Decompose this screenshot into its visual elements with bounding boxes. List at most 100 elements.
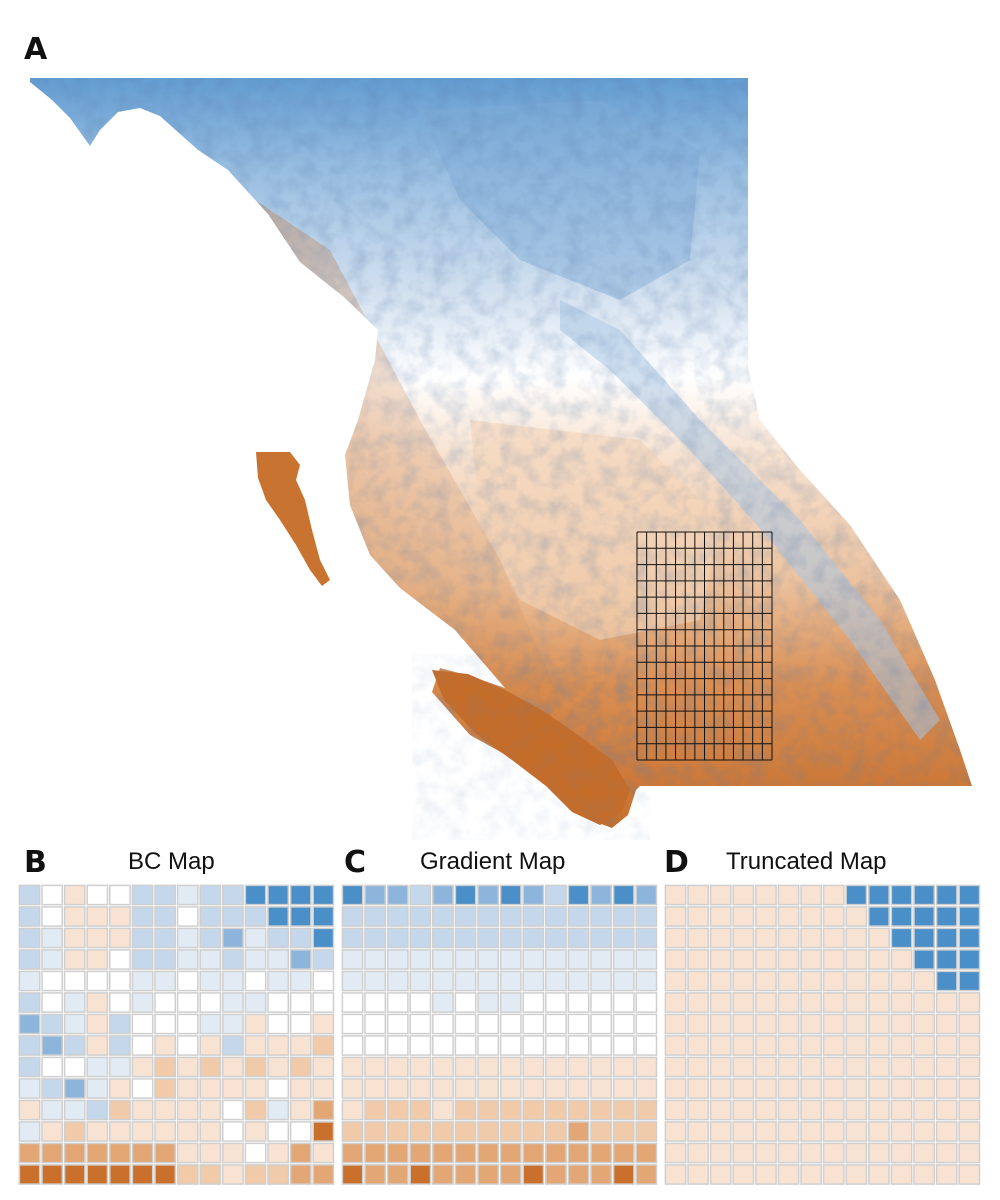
heatmap-cell <box>176 1099 199 1121</box>
heatmap-cell <box>777 1121 800 1142</box>
heatmap-cell <box>499 1121 522 1142</box>
heatmap-cell <box>732 906 755 927</box>
heatmap-cell <box>176 884 199 906</box>
heatmap-cell <box>709 1078 732 1099</box>
heatmap-cell <box>777 1099 800 1121</box>
heatmap-cell <box>709 1056 732 1078</box>
heatmap-cell <box>635 1164 658 1185</box>
heatmap-cell <box>958 992 981 1013</box>
heatmap-cell <box>868 1035 890 1056</box>
heatmap-cell <box>935 906 958 927</box>
heatmap-cell <box>477 884 500 906</box>
heatmap-cell <box>732 927 755 949</box>
heatmap-cell <box>289 1142 312 1164</box>
heatmap-cell <box>154 992 177 1013</box>
heatmap-cell <box>913 992 936 1013</box>
heatmap-cell <box>499 1056 522 1078</box>
heatmap-cell <box>244 1013 267 1035</box>
heatmap-cell <box>800 1142 823 1164</box>
heatmap-cell <box>222 1121 244 1142</box>
heatmap-cell <box>18 992 41 1013</box>
heatmap-cell <box>63 1078 86 1099</box>
heatmap-cell <box>499 927 522 949</box>
heatmap-cell <box>890 1164 913 1185</box>
heatmap-cell <box>732 992 755 1013</box>
heatmap-cell <box>890 1099 913 1121</box>
heatmap-cell <box>664 906 687 927</box>
heatmap-cell <box>545 992 567 1013</box>
panel-d-title: Truncated Map <box>726 848 887 875</box>
heatmap-cell <box>567 1164 590 1185</box>
heatmap-cell <box>664 1035 687 1056</box>
heatmap-cell <box>386 1056 409 1078</box>
heatmap-cell <box>41 1035 64 1056</box>
heatmap-cell <box>732 1035 755 1056</box>
heatmap-cell <box>913 1142 936 1164</box>
heatmap-cell <box>522 1121 545 1142</box>
heatmap-cell <box>822 906 845 927</box>
heatmap-cell <box>612 1099 635 1121</box>
heatmap-cell <box>244 927 267 949</box>
heatmap-cell <box>432 1121 454 1142</box>
heatmap-cell <box>822 992 845 1013</box>
heatmap-cell <box>432 1142 454 1164</box>
heatmap-cell <box>935 1056 958 1078</box>
heatmap-cell <box>312 949 335 970</box>
heatmap-cell <box>567 1078 590 1099</box>
heatmap-cell <box>386 884 409 906</box>
heatmap-cell <box>709 906 732 927</box>
heatmap-cell <box>845 1142 868 1164</box>
heatmap-cell <box>222 906 244 927</box>
heatmap-cell <box>664 1078 687 1099</box>
heatmap-cell <box>364 906 387 927</box>
heatmap-cell <box>800 949 823 970</box>
heatmap-cell <box>386 1164 409 1185</box>
heatmap-cell <box>454 1013 477 1035</box>
heatmap-cell <box>913 1164 936 1185</box>
heatmap-cell <box>364 1035 387 1056</box>
heatmap-cell <box>244 992 267 1013</box>
heatmap-cell <box>41 1078 64 1099</box>
heatmap-cell <box>154 884 177 906</box>
heatmap-cell <box>545 927 567 949</box>
heatmap-cell <box>800 992 823 1013</box>
heatmap-cell <box>499 970 522 992</box>
heatmap-cell <box>409 1013 432 1035</box>
heatmap-cell <box>913 884 936 906</box>
heatmap-cell <box>289 884 312 906</box>
heatmap-cell <box>958 884 981 906</box>
heatmap-cell <box>845 1078 868 1099</box>
heatmap-cell <box>267 1078 290 1099</box>
heatmap-cell <box>777 1164 800 1185</box>
heatmap-cell <box>364 1013 387 1035</box>
heatmap-cell <box>868 1099 890 1121</box>
heatmap-cell <box>755 970 777 992</box>
heatmap-cell <box>800 884 823 906</box>
heatmap-cell <box>635 906 658 927</box>
heatmap-cell <box>312 884 335 906</box>
heatmap-cell <box>755 949 777 970</box>
heatmap-cell <box>687 1056 710 1078</box>
heatmap-cell <box>364 992 387 1013</box>
heatmap-cell <box>364 1056 387 1078</box>
heatmap-cell <box>41 970 64 992</box>
heatmap-cell <box>890 1078 913 1099</box>
heatmap-cell <box>289 1099 312 1121</box>
heatmap-cell <box>199 1142 222 1164</box>
heatmap-cell <box>755 1164 777 1185</box>
heatmap-cell <box>664 1013 687 1035</box>
heatmap-cell <box>687 949 710 970</box>
heatmap-cell <box>732 970 755 992</box>
heatmap-cell <box>386 1099 409 1121</box>
heatmap-cell <box>341 1121 364 1142</box>
heatmap-cell <box>18 970 41 992</box>
heatmap-cell <box>222 949 244 970</box>
heatmap-cell <box>499 949 522 970</box>
heatmap-cell <box>590 906 613 927</box>
heatmap-cell <box>635 970 658 992</box>
heatmap-cell <box>612 992 635 1013</box>
heatmap-cell <box>800 1121 823 1142</box>
heatmap-cell <box>913 1013 936 1035</box>
heatmap-cell <box>755 1121 777 1142</box>
heatmap-cell <box>312 1164 335 1185</box>
